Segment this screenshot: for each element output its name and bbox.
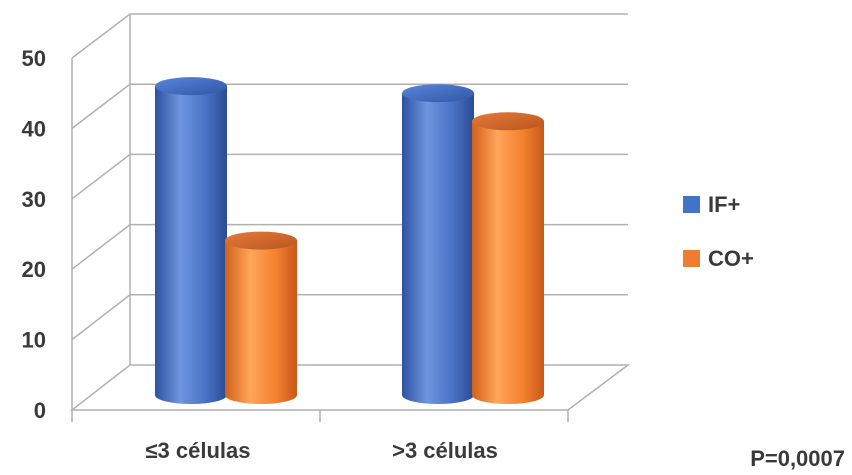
bar-if-0: [155, 77, 227, 404]
y-tick-label: 10: [22, 328, 46, 353]
legend-label: IF+: [708, 192, 740, 217]
y-tick-labels: 0 10 20 30 40 50: [22, 46, 46, 423]
bar-body: [225, 240, 297, 404]
bar-co-0: [225, 231, 297, 404]
y-tick-label: 30: [22, 187, 46, 212]
category-label: >3 células: [392, 438, 498, 463]
bar-top: [225, 231, 297, 250]
bar-body: [402, 93, 474, 404]
gridline-diag: [71, 224, 131, 270]
bar-body: [155, 86, 227, 404]
bar-top: [402, 84, 474, 103]
y-tick-label: 50: [22, 46, 46, 71]
bar-if-1: [402, 84, 474, 404]
bar-body: [472, 121, 544, 405]
bar-top: [155, 77, 227, 96]
floor: [69, 364, 631, 411]
legend-swatch: [683, 196, 700, 213]
gridline-diag: [71, 83, 131, 129]
gridline-diag: [71, 294, 131, 341]
gridline-diag: [71, 13, 131, 59]
bar-top: [472, 112, 544, 131]
gridline-diag: [71, 153, 131, 200]
y-tick-label: 40: [22, 116, 46, 141]
bar-co-1: [472, 112, 544, 405]
bars: [155, 77, 544, 405]
y-tick-label: 0: [34, 398, 46, 423]
legend: IF+ CO+: [683, 192, 754, 271]
legend-swatch: [683, 250, 700, 267]
legend-label: CO+: [708, 246, 754, 271]
y-tick-label: 20: [22, 257, 46, 282]
chart-walls: [69, 14, 631, 422]
category-label: ≤3 células: [145, 438, 250, 463]
p-value-annotation: P=0,0007: [750, 446, 845, 471]
category-labels: ≤3 células >3 células: [145, 438, 497, 463]
